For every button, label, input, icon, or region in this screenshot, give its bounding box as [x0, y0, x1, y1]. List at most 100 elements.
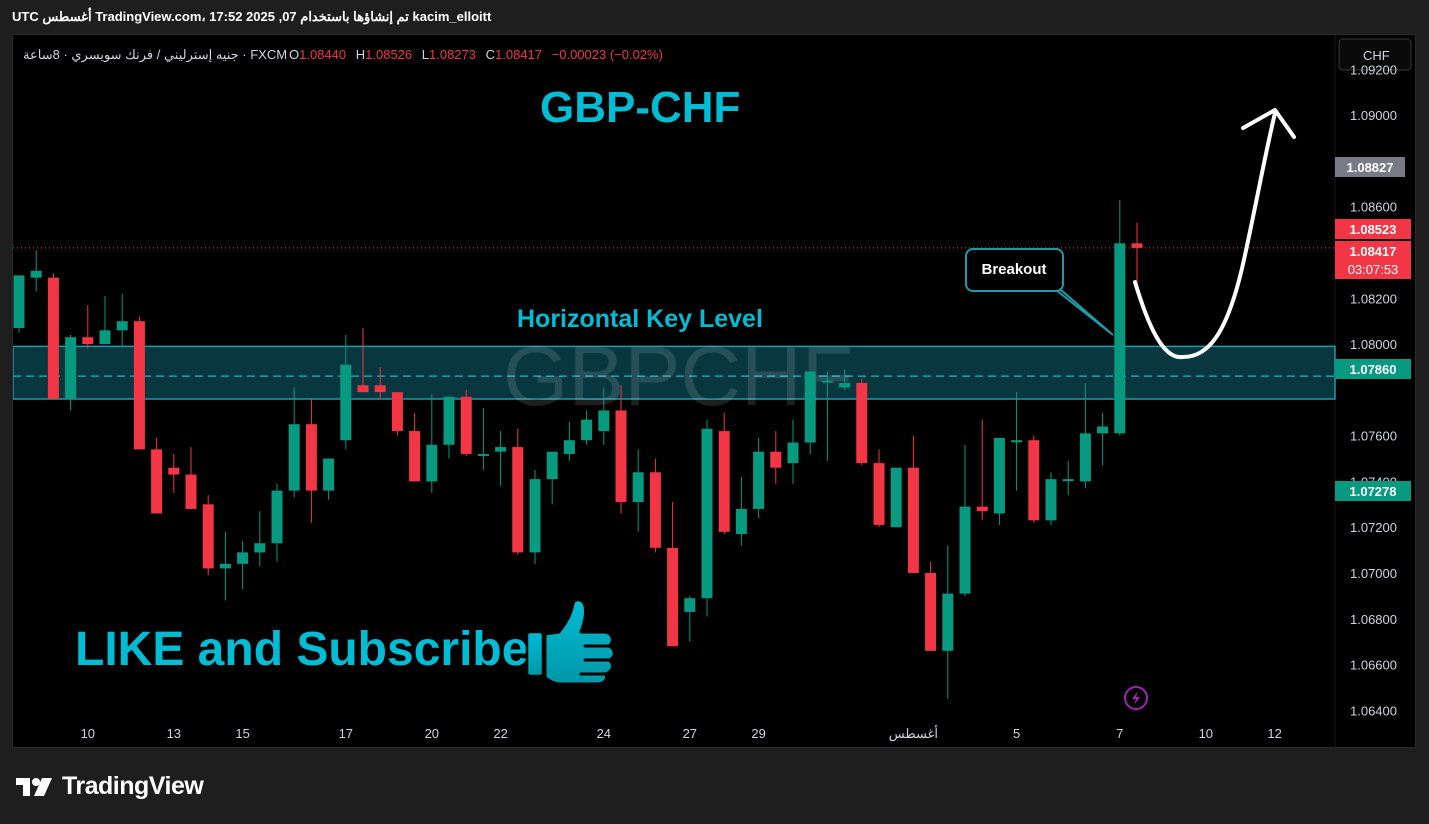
- candle-body[interactable]: [873, 463, 885, 525]
- candle-body[interactable]: [907, 467, 919, 574]
- candle-body[interactable]: [1062, 479, 1074, 482]
- candle-body[interactable]: [13, 275, 25, 329]
- price-tick-label: 1.09000: [1350, 108, 1397, 123]
- candle-body[interactable]: [942, 593, 954, 651]
- candle-body[interactable]: [305, 424, 317, 491]
- candle-body[interactable]: [323, 458, 335, 491]
- candle-body[interactable]: [391, 392, 403, 432]
- candle-body[interactable]: [1045, 479, 1057, 521]
- svg-text:03:07:53: 03:07:53: [1348, 262, 1399, 277]
- candle-body[interactable]: [99, 330, 111, 345]
- candle-body[interactable]: [735, 508, 747, 535]
- candle-body[interactable]: [1011, 440, 1023, 443]
- candle-body[interactable]: [890, 467, 902, 528]
- price-tick-label: 1.06400: [1350, 703, 1397, 718]
- candle-body[interactable]: [116, 321, 128, 331]
- candle-body[interactable]: [82, 337, 94, 345]
- candle-body[interactable]: [1028, 440, 1040, 521]
- breakout-callout[interactable]: [965, 248, 1064, 292]
- candle-body[interactable]: [1131, 243, 1143, 248]
- candle-body[interactable]: [237, 552, 249, 564]
- candle-body[interactable]: [512, 447, 524, 553]
- candlestick-chart[interactable]: GBPCHF GBP-CHF Horizontal Key Level Brea…: [13, 35, 1415, 747]
- candle-body[interactable]: [667, 547, 679, 647]
- svg-text:1.08827: 1.08827: [1347, 160, 1394, 175]
- tradingview-logo-icon: [16, 777, 52, 796]
- time-tick-label: 20: [425, 726, 439, 741]
- candle-body[interactable]: [151, 449, 163, 514]
- candle-body[interactable]: [374, 385, 386, 393]
- candles-layer: [13, 199, 1143, 699]
- candle-body[interactable]: [1097, 426, 1109, 434]
- candle-body[interactable]: [47, 277, 59, 400]
- candle-body[interactable]: [581, 419, 593, 441]
- candle-body[interactable]: [701, 428, 713, 599]
- candle-body[interactable]: [976, 506, 988, 512]
- candle-body[interactable]: [753, 451, 765, 509]
- currency-button[interactable]: [1338, 38, 1412, 71]
- candle-body[interactable]: [340, 364, 352, 441]
- candle-body[interactable]: [357, 385, 369, 393]
- candle-body[interactable]: [219, 563, 231, 569]
- time-tick-label: 15: [235, 726, 249, 741]
- candle-body[interactable]: [185, 474, 197, 509]
- candle-body[interactable]: [821, 380, 833, 383]
- candle-body[interactable]: [409, 431, 421, 482]
- candle-body[interactable]: [271, 490, 283, 544]
- candle-body[interactable]: [495, 447, 507, 452]
- cta-text: LIKE and Subscribe: [75, 623, 528, 676]
- price-tick-label: 1.09200: [1350, 62, 1397, 77]
- svg-text:1.07278: 1.07278: [1350, 484, 1397, 499]
- candle-body[interactable]: [254, 543, 266, 553]
- candle-body[interactable]: [649, 472, 661, 548]
- candle-body[interactable]: [632, 472, 644, 503]
- time-tick-label: 22: [493, 726, 507, 741]
- thumbs-up-icon: [525, 598, 616, 686]
- candle-body[interactable]: [133, 321, 145, 450]
- projection-arrow[interactable]: [1133, 111, 1277, 360]
- candle-body[interactable]: [993, 437, 1005, 514]
- candle-body[interactable]: [443, 396, 455, 445]
- footer-logo: TradingView: [16, 772, 204, 801]
- time-tick-label: 10: [1199, 726, 1213, 741]
- svg-text:1.07860: 1.07860: [1350, 362, 1397, 377]
- candle-body[interactable]: [598, 410, 610, 432]
- candle-body[interactable]: [288, 424, 300, 491]
- candle-body[interactable]: [529, 479, 541, 553]
- price-tick-label: 1.08200: [1350, 291, 1397, 306]
- time-tick-label: 17: [339, 726, 353, 741]
- candle-body[interactable]: [202, 504, 214, 569]
- price-tick-label: 1.07200: [1350, 520, 1397, 535]
- time-tick-label: 7: [1116, 726, 1123, 741]
- candle-body[interactable]: [770, 451, 782, 468]
- time-tick-label: 29: [751, 726, 765, 741]
- candle-body[interactable]: [959, 506, 971, 594]
- candle-body[interactable]: [856, 382, 868, 464]
- ohlc-readout: O1.08440 H1.08526 L1.08273 C1.08417 −0.0…: [289, 47, 663, 62]
- candle-body[interactable]: [1114, 243, 1126, 434]
- candle-body[interactable]: [477, 453, 489, 456]
- candle-body[interactable]: [684, 598, 696, 612]
- candle-body[interactable]: [1079, 433, 1091, 482]
- candle-body[interactable]: [925, 573, 937, 651]
- key-level-label: Horizontal Key Level: [517, 305, 763, 333]
- chart-panel[interactable]: GBPCHF GBP-CHF Horizontal Key Level Brea…: [12, 34, 1416, 748]
- candle-body[interactable]: [787, 442, 799, 464]
- candle-body[interactable]: [615, 410, 627, 503]
- candle-body[interactable]: [839, 382, 851, 388]
- candle-body[interactable]: [65, 337, 77, 400]
- candle-body[interactable]: [718, 431, 730, 532]
- candle-body[interactable]: [563, 440, 575, 454]
- event-lightning-icon[interactable]: [1124, 686, 1148, 710]
- candle-body[interactable]: [546, 451, 558, 480]
- price-tick-label: 1.06800: [1350, 612, 1397, 627]
- symbol-watermark: GBPCHF: [503, 329, 853, 423]
- candle-body[interactable]: [168, 467, 180, 475]
- breakout-pointer: [1023, 289, 1114, 336]
- candle-body[interactable]: [30, 270, 42, 278]
- footer-brand: TradingView: [62, 772, 204, 800]
- candle-body[interactable]: [426, 444, 438, 482]
- snapshot-header: kacim_elloitt تم إنشاؤها باستخدام Tradin…: [12, 9, 492, 24]
- candle-body[interactable]: [460, 396, 472, 454]
- candle-body[interactable]: [804, 371, 816, 443]
